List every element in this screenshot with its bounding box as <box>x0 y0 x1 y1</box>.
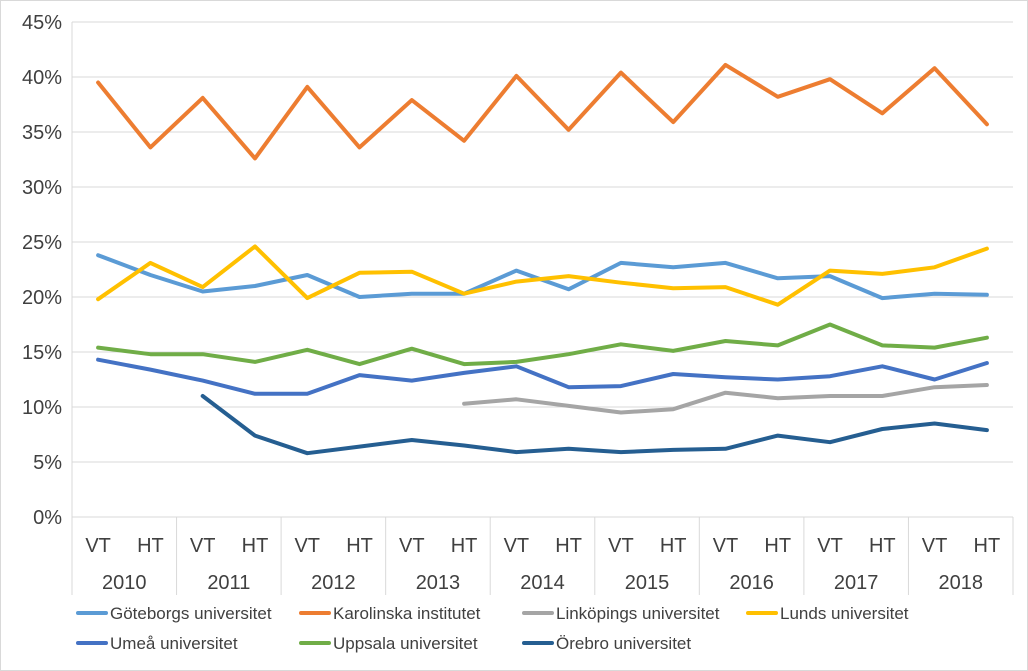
x-tick-label: VT <box>190 535 216 557</box>
x-group-label: 2010 <box>102 572 147 594</box>
x-tick-label: VT <box>713 535 739 557</box>
series-line-6 <box>96 322 989 367</box>
x-tick-label: HT <box>764 535 791 557</box>
y-tick-label: 25% <box>22 232 62 254</box>
legend: Göteborgs universitet Karolinska institut… <box>76 604 909 653</box>
y-tick-label: 40% <box>22 67 62 89</box>
legend-label: Umeå universitet <box>110 634 238 653</box>
x-tick-label: VT <box>399 535 425 557</box>
y-axis-tick-labels: 0% 5% 10% 15% 20% 25% 30% 35% 40% 45% <box>22 12 62 529</box>
x-tick-label: VT <box>504 535 530 557</box>
x-tick-label: HT <box>137 535 164 557</box>
series-line-2 <box>96 62 989 161</box>
x-tick-label: HT <box>555 535 582 557</box>
x-group-label: 2013 <box>416 572 461 594</box>
x-tick-label: HT <box>660 535 687 557</box>
legend-label: Uppsala universitet <box>333 634 478 653</box>
legend-label: Linköpings universitet <box>556 604 720 623</box>
series-line-4 <box>96 244 989 307</box>
x-tick-label: HT <box>869 535 896 557</box>
x-group-label: 2011 <box>207 572 250 594</box>
x-tick-label: HT <box>346 535 373 557</box>
y-tick-label: 30% <box>22 177 62 199</box>
x-tick-label: VT <box>922 535 948 557</box>
y-tick-label: 45% <box>22 12 62 34</box>
series-line-5 <box>96 357 989 396</box>
series-line-7 <box>200 394 989 456</box>
x-group-label: 2017 <box>834 572 879 594</box>
y-tick-label: 20% <box>22 287 62 309</box>
y-tick-label: 10% <box>22 397 62 419</box>
x-group-label: 2012 <box>311 572 356 594</box>
x-tick-label: HT <box>451 535 478 557</box>
x-axis-category-labels: VT HT VT HT VT HT VT HT VT HT VT HT VT HT VT HT VT HT 2010… <box>85 535 1000 594</box>
y-tick-label: 5% <box>33 452 62 474</box>
y-tick-label: 0% <box>33 507 62 529</box>
x-tick-label: VT <box>85 535 111 557</box>
series-lines <box>96 62 989 456</box>
x-tick-label: VT <box>608 535 634 557</box>
x-tick-label: VT <box>817 535 843 557</box>
x-group-label: 2016 <box>729 572 774 594</box>
x-tick-label: HT <box>242 535 269 557</box>
series-line-3 <box>462 383 989 415</box>
y-tick-label: 35% <box>22 122 62 144</box>
legend-label: Karolinska institutet <box>333 604 481 623</box>
x-group-label: 2015 <box>625 572 670 594</box>
x-tick-label: VT <box>294 535 320 557</box>
legend-label: Örebro universitet <box>556 634 691 653</box>
legend-label: Göteborgs universitet <box>110 604 272 623</box>
x-group-label: 2018 <box>938 572 983 594</box>
x-tick-label: HT <box>974 535 1001 557</box>
gridlines <box>71 21 1014 595</box>
y-tick-label: 15% <box>22 342 62 364</box>
legend-label: Lunds universitet <box>780 604 909 623</box>
x-group-label: 2014 <box>520 572 565 594</box>
